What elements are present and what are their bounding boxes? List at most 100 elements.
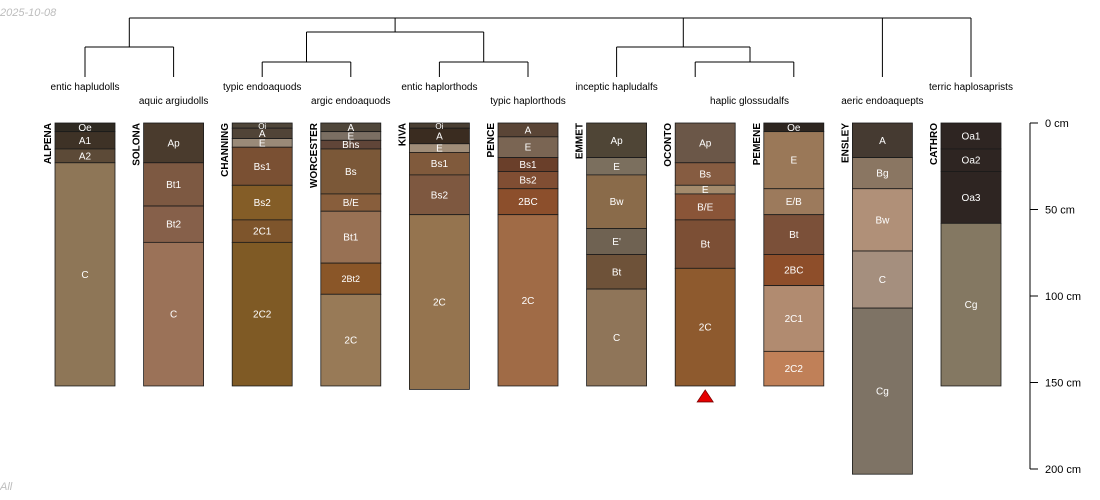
horizon-bw: [852, 188, 913, 252]
horizon-label: 2C: [522, 296, 535, 307]
horizon-bs2: [408, 174, 470, 216]
profile-cathro: Oa1 Oa2 Oa3 Cg CATHRO: [929, 122, 1002, 387]
horizon-label: 2C1: [785, 314, 804, 325]
taxon-label: entic haplorthods: [401, 82, 477, 93]
horizon-cg: [940, 222, 1002, 387]
warning-triangle-icon: [696, 389, 714, 403]
dendrogram: [84, 17, 972, 77]
horizon-label: Bt: [612, 267, 622, 278]
horizon-bt: [674, 219, 736, 269]
horizon-label: 2C1: [253, 227, 272, 238]
horizon-eb: [763, 188, 825, 216]
horizon-bt: [586, 254, 647, 290]
horizon-label: Bs2: [254, 198, 272, 209]
horizon-label: Oi: [435, 122, 443, 131]
horizon-label: E': [612, 237, 621, 248]
profile-name: KIVA: [397, 123, 408, 146]
horizon-oa1: [940, 122, 1002, 150]
horizon-label: E/B: [786, 197, 802, 208]
horizon-c: [586, 288, 647, 387]
horizon-label: Ap: [699, 138, 712, 149]
depth-axis: 0 cm 50 cm 100 cm 150 cm 200 cm: [1029, 118, 1081, 476]
horizon-bg: [852, 157, 913, 190]
horizon-label: Bs2: [431, 190, 449, 201]
horizon-label: Oa2: [962, 156, 981, 167]
depth-tick-label: 50 cm: [1045, 205, 1075, 217]
profile-alpena: Oe A1 A2 C ALPENA: [43, 122, 116, 387]
profile-solona: Ap Bt1 Bt2 C SOLONA: [132, 122, 205, 387]
horizon-2c: [408, 214, 470, 390]
taxon-label: typic haplorthods: [490, 96, 566, 107]
profile-pence: AE Bs1 Bs2 2BC 2C PENCE: [486, 122, 559, 387]
horizon-ap: [143, 122, 205, 164]
horizon-label: C: [81, 270, 88, 281]
horizon-label: 2C2: [785, 364, 804, 375]
depth-tick-label: 150 cm: [1045, 378, 1081, 390]
horizon-label: Bt: [700, 240, 710, 251]
profile-name: OCONTO: [663, 123, 674, 167]
horizon-c: [852, 250, 913, 309]
horizon-label: 2C: [433, 298, 446, 309]
horizon-label: Oe: [78, 123, 92, 134]
profile-name: ENSLEY: [840, 123, 851, 163]
profile-oconto: Ap Bs E B/E Bt 2C OCONTO: [663, 122, 736, 403]
horizon-label: Cg: [876, 387, 889, 398]
footer-stamp: All: [0, 481, 13, 493]
taxon-labels: entic hapludolls aquic argiudolls typic en…: [51, 82, 1013, 107]
horizon-c: [54, 162, 116, 387]
horizon-label: Ap: [610, 136, 623, 147]
horizon-label: Oe: [787, 123, 801, 134]
profile-ensley: A Bg Bw C Cg ENSLEY: [840, 122, 913, 475]
profile-name: PENCE: [486, 123, 497, 158]
horizon-label: Bt2: [166, 220, 181, 231]
horizon-label: Bs1: [254, 162, 272, 173]
horizon-label: E: [347, 131, 354, 142]
horizon-label: C: [879, 275, 886, 286]
horizon-label: Bw: [875, 215, 890, 226]
horizon-label: E: [525, 143, 532, 154]
profile-emmet: Ap E Bw E' Bt C EMMET: [575, 122, 647, 387]
horizon-label: Bt: [789, 230, 799, 241]
horizon-oa3: [940, 171, 1002, 224]
horizon-label: Ap: [167, 138, 180, 149]
horizon-bs2: [231, 184, 293, 221]
horizon-label: E: [613, 162, 620, 173]
taxon-label: terric haplosaprists: [929, 82, 1013, 93]
horizon-label: A: [436, 131, 443, 142]
horizon-label: Oa3: [962, 193, 981, 204]
horizon-bt1: [320, 210, 382, 264]
horizon-be: [674, 193, 736, 221]
horizon-c: [143, 241, 205, 387]
horizon-2c: [497, 214, 559, 387]
horizon-label: A2: [79, 151, 92, 162]
horizon-a: [852, 122, 913, 158]
horizon-label: Bs1: [431, 159, 449, 170]
horizon-label: B/E: [343, 198, 359, 209]
horizon-cg: [852, 307, 913, 475]
horizon-bs1: [231, 146, 293, 186]
taxon-label: entic hapludolls: [51, 82, 120, 93]
taxon-label: typic endoaquods: [223, 82, 301, 93]
taxon-label: haplic glossudalfs: [710, 96, 789, 107]
horizon-bw: [586, 174, 647, 229]
date-stamp: 2025-10-08: [0, 7, 57, 19]
horizon-2c2: [231, 241, 293, 387]
horizon-label: Bs1: [519, 160, 537, 171]
horizon-2c2: [763, 350, 825, 387]
taxon-label: aquic argiudolls: [139, 96, 209, 107]
horizon-label: Bg: [876, 169, 888, 180]
horizon-label: A: [879, 136, 886, 147]
horizon-label: Bs2: [519, 176, 537, 187]
horizon-bt2: [143, 205, 205, 243]
horizon-label: C: [613, 333, 620, 344]
horizon-label: A1: [79, 136, 92, 147]
horizon-label: E: [790, 156, 797, 167]
horizon-label: A: [525, 125, 532, 136]
horizon-label: 2C: [699, 323, 712, 334]
profile-name: CHANNING: [220, 123, 231, 177]
